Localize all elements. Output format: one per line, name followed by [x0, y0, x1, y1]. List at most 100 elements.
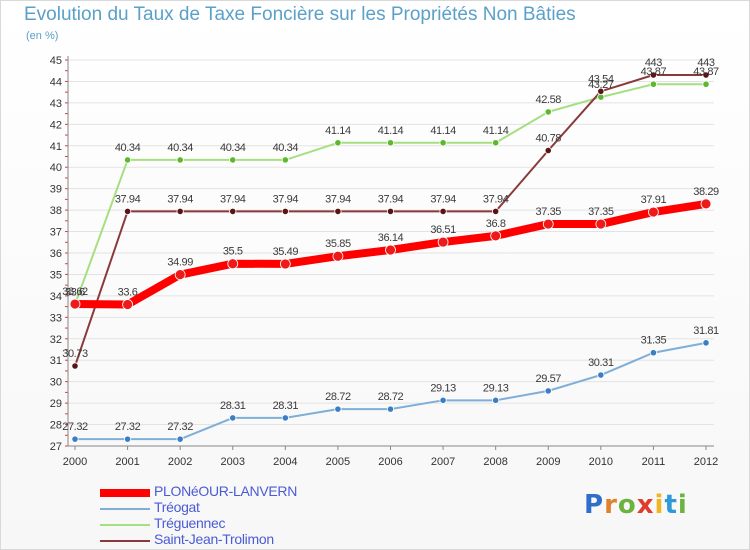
data-point	[123, 156, 132, 164]
data-label: 41.14	[378, 125, 404, 137]
data-point	[71, 435, 79, 443]
data-label: 28.31	[220, 400, 246, 412]
data-label: 29.13	[430, 382, 456, 394]
x-tick-label: 2012	[694, 456, 718, 468]
legend-swatch	[100, 524, 150, 526]
data-point	[176, 156, 184, 164]
data-point	[492, 139, 500, 147]
data-point	[279, 258, 291, 270]
data-point	[597, 87, 605, 95]
data-point	[229, 414, 237, 422]
data-label: 43.87	[641, 66, 667, 78]
data-label: 37.35	[588, 206, 614, 218]
data-point	[386, 139, 395, 147]
data-label: 37.35	[535, 206, 561, 218]
y-tick-label: 41	[50, 141, 62, 153]
y-tick-label: 27	[50, 441, 62, 453]
y-tick-label: 37	[50, 227, 62, 239]
y-tick-label: 44	[50, 76, 62, 88]
data-point	[281, 156, 289, 164]
data-label: 40.78	[535, 132, 561, 144]
x-tick-label: 2001	[115, 456, 139, 468]
data-point	[595, 218, 607, 230]
data-label: 31.81	[693, 325, 719, 337]
data-label: 30.31	[588, 357, 614, 369]
data-label: 41.14	[325, 125, 351, 137]
data-point	[123, 435, 132, 443]
data-point	[648, 206, 659, 218]
x-tick-label: 2010	[589, 456, 613, 468]
data-label: 443	[645, 57, 662, 69]
y-tick-label: 33	[50, 312, 62, 324]
data-label: 37.94	[430, 193, 456, 205]
y-tick-label: 29	[50, 398, 62, 410]
data-label: 36.51	[430, 224, 456, 236]
data-label: 42.58	[535, 94, 561, 106]
data-point	[490, 230, 502, 242]
data-point	[386, 207, 395, 215]
data-label: 29.13	[483, 382, 509, 394]
data-point	[649, 71, 658, 79]
data-point	[122, 299, 133, 310]
x-tick-label: 2000	[63, 456, 87, 468]
y-tick-label: 45	[50, 55, 62, 67]
data-label: 37.94	[325, 193, 351, 205]
data-label: 40.34	[273, 142, 299, 154]
data-label: 37.94	[273, 193, 299, 205]
data-label: 28.31	[273, 400, 299, 412]
data-point	[281, 207, 289, 215]
x-tick-label: 2007	[431, 456, 455, 468]
y-tick-label: 30	[50, 377, 62, 389]
data-point	[281, 414, 289, 422]
x-tick-label: 2008	[483, 456, 507, 468]
data-point	[176, 435, 184, 443]
data-label: 36.8	[486, 218, 506, 230]
y-tick-label: 40	[50, 162, 62, 174]
data-point	[649, 349, 658, 357]
x-tick-label: 2005	[326, 456, 350, 468]
data-label: 37.94	[167, 193, 193, 205]
data-label: 40.34	[220, 142, 246, 154]
y-tick-label: 39	[50, 184, 62, 196]
y-tick-label: 28	[50, 420, 62, 432]
legend-label: PLONéOUR-LANVERN	[154, 483, 298, 499]
data-label: 40.34	[115, 142, 141, 154]
proxiti-logo: Proxiti	[584, 490, 688, 520]
data-point	[702, 339, 710, 347]
x-tick-label: 2002	[168, 456, 192, 468]
data-label: 37.91	[641, 194, 667, 206]
data-label: 37.94	[220, 193, 246, 205]
data-point	[386, 405, 395, 413]
data-point	[649, 80, 658, 88]
data-point	[439, 139, 447, 147]
data-point	[437, 236, 449, 248]
data-label: 36.14	[378, 232, 404, 244]
data-point	[71, 362, 79, 370]
data-point	[702, 80, 710, 88]
data-label: 28.72	[378, 391, 404, 403]
data-label: 443	[697, 57, 714, 69]
logo-letter: x	[636, 490, 655, 520]
logo-letter: i	[677, 490, 688, 520]
data-point	[334, 139, 342, 147]
data-label: 33.6	[65, 286, 85, 298]
chart-subtitle: (en %)	[26, 30, 59, 42]
data-label: 27.32	[62, 421, 88, 433]
x-tick-label: 2009	[536, 456, 560, 468]
data-label: 37.94	[483, 193, 509, 205]
y-tick-label: 36	[50, 248, 62, 260]
data-point	[439, 207, 447, 215]
data-label: 33.6	[118, 286, 138, 298]
x-tick-label: 2006	[378, 456, 402, 468]
y-tick-label: 32	[50, 334, 62, 346]
data-label: 38.29	[693, 186, 719, 198]
x-tick-label: 2003	[221, 456, 245, 468]
data-label: 31.35	[641, 335, 667, 347]
y-tick-label: 34	[50, 291, 62, 303]
data-point	[229, 156, 237, 164]
legend-swatch	[100, 489, 150, 497]
data-point	[544, 387, 552, 395]
y-tick-label: 31	[50, 355, 62, 367]
data-point	[69, 298, 81, 310]
logo-letter: o	[617, 490, 637, 520]
